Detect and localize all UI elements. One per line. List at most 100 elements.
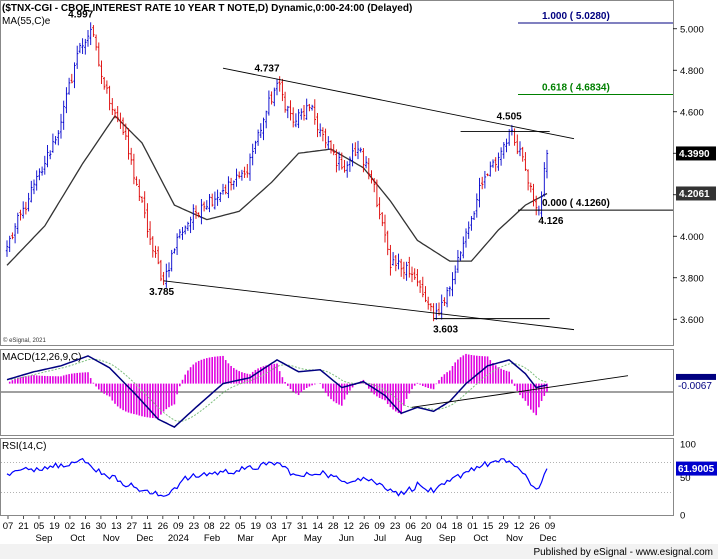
price-bar	[362, 148, 365, 173]
swing-label: 4.997	[68, 9, 93, 20]
price-bar	[251, 143, 254, 166]
price-bar	[402, 261, 406, 280]
price-bar	[370, 170, 373, 184]
price-bar	[275, 78, 279, 96]
price-bar	[143, 191, 146, 219]
price-bar	[189, 216, 192, 234]
trendline	[222, 67, 575, 140]
price-bar	[494, 157, 497, 172]
price-bar	[178, 229, 181, 239]
price-bar	[19, 209, 22, 221]
price-bar	[418, 279, 422, 293]
x-axis-tick-label: 26	[158, 521, 169, 532]
price-bar	[454, 265, 457, 285]
price-bar	[367, 158, 370, 180]
price-bar	[24, 201, 28, 215]
x-axis-tick-label: 23	[189, 521, 200, 532]
price-bar	[256, 129, 260, 146]
price-bar	[416, 269, 419, 287]
month-label: Jul	[374, 533, 386, 544]
price-bar	[119, 112, 122, 129]
price-bar	[283, 91, 287, 113]
x-axis-tick-label: 07	[3, 521, 14, 532]
price-bar	[232, 180, 235, 190]
price-bar	[111, 98, 114, 116]
price-bar	[76, 45, 79, 69]
price-bar	[405, 261, 408, 281]
price-bar	[94, 34, 98, 51]
x-axis-tick-label: 06	[405, 521, 416, 532]
price-bar	[184, 225, 187, 235]
price-bar	[456, 249, 460, 273]
macd-line-marker	[676, 373, 716, 380]
x-axis-tick-label: 15	[483, 521, 494, 532]
macd-value-label: -0.0067	[678, 381, 712, 392]
price-bar	[146, 203, 149, 238]
price-bar	[381, 212, 384, 227]
last-price-badge: 4.3990	[679, 149, 710, 160]
price-bar	[62, 100, 65, 130]
price-bar	[532, 183, 535, 207]
price-bar	[127, 128, 130, 160]
price-bar	[397, 253, 400, 270]
price-bar	[305, 98, 308, 120]
x-axis-tick-label: 18	[452, 521, 463, 532]
price-bar	[408, 256, 411, 278]
price-bar	[235, 168, 238, 187]
price-bar	[246, 163, 249, 178]
price-bar	[243, 166, 246, 178]
price-bar	[424, 286, 427, 303]
x-axis-tick-label: 01	[467, 521, 478, 532]
price-bar	[208, 193, 211, 213]
price-bar	[159, 259, 163, 282]
price-bar	[181, 226, 184, 240]
price-bar	[108, 85, 111, 111]
x-axis-tick-label: 29	[498, 521, 509, 532]
price-bar	[13, 223, 17, 244]
month-label: Sep	[36, 533, 53, 544]
price-bar	[332, 144, 335, 156]
copyright-text: © eSignal, 2021	[3, 337, 46, 344]
price-bar	[70, 73, 73, 84]
x-axis-tick-label: 23	[390, 521, 401, 532]
price-bar	[35, 170, 38, 191]
price-bar	[499, 147, 503, 166]
price-bar	[173, 248, 176, 254]
x-axis-tick-label: 19	[250, 521, 261, 532]
x-axis-tick-label: 03	[266, 521, 277, 532]
x-axis-tick-label: 05	[34, 521, 45, 532]
price-bar	[535, 195, 538, 216]
price-bar	[516, 134, 519, 155]
x-axis-tick-label: 12	[343, 521, 354, 532]
price-bar	[300, 108, 303, 120]
price-bar	[359, 147, 362, 153]
price-bar	[240, 169, 244, 181]
price-bar	[445, 287, 449, 308]
price-bar	[270, 91, 273, 105]
price-bar	[486, 173, 489, 177]
price-bar	[364, 156, 368, 169]
rsi-line	[6, 457, 548, 497]
price-bar	[27, 192, 30, 212]
x-axis-tick-label: 13	[111, 521, 122, 532]
month-label: Oct	[70, 533, 85, 544]
price-bar	[459, 251, 462, 261]
price-bar	[481, 176, 484, 190]
price-bar	[248, 153, 252, 181]
price-bar	[502, 142, 505, 159]
price-bar	[443, 297, 446, 306]
price-bar	[194, 205, 198, 219]
price-bar	[451, 272, 454, 297]
price-bar	[86, 30, 90, 47]
price-bar	[278, 76, 281, 92]
price-bar	[540, 191, 543, 218]
price-bar	[410, 266, 414, 283]
price-bar	[491, 159, 495, 168]
fib-level-label: 0.618 ( 4.6834)	[542, 82, 610, 93]
price-bar	[543, 162, 546, 197]
price-bar	[529, 182, 532, 193]
macd-signal-line	[6, 358, 548, 422]
price-bar	[57, 130, 60, 146]
x-axis-tick-label: 30	[96, 521, 107, 532]
